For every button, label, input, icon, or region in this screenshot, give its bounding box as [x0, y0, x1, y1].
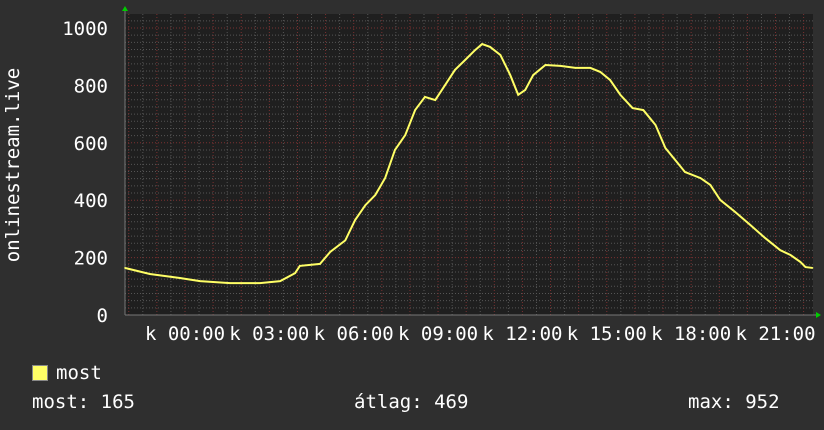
data-point: [544, 64, 547, 66]
data-point: [434, 99, 437, 101]
data-point: [811, 267, 814, 269]
data-point: [149, 273, 151, 275]
data-point: [589, 67, 592, 69]
data-point: [474, 49, 476, 51]
data-point: [454, 69, 456, 71]
data-point: [559, 65, 562, 67]
data-point: [444, 84, 446, 86]
data-point: [599, 71, 602, 73]
data-point: [524, 89, 527, 91]
data-point: [574, 67, 577, 69]
data-point: [631, 107, 634, 109]
data-point: [229, 282, 231, 284]
x-tick-label: k 18:00: [651, 323, 731, 345]
data-point: [424, 96, 426, 98]
x-tick-label: k 09:00: [398, 323, 478, 345]
data-point: [394, 149, 396, 151]
data-point: [259, 282, 261, 284]
data-point: [664, 147, 667, 149]
y-axis-arrow-icon: [122, 6, 128, 11]
x-tick-label: k 15:00: [567, 323, 647, 345]
legend: most: [32, 362, 102, 384]
y-axis-label: onlinestream.live: [2, 68, 24, 262]
data-point: [354, 219, 356, 221]
x-tick-label: k 12:00: [482, 323, 562, 345]
data-point: [124, 267, 126, 269]
data-point: [619, 94, 622, 96]
y-tick-label: 800: [74, 75, 108, 97]
data-point: [489, 46, 491, 48]
data-point: [319, 263, 321, 265]
data-point: [344, 239, 347, 242]
data-point: [799, 261, 802, 263]
stat-average: átlag: 469: [354, 391, 469, 413]
data-point: [719, 199, 722, 201]
data-point: [654, 124, 657, 126]
data-point: [734, 211, 737, 213]
x-tick-label: k 03:00: [229, 323, 309, 345]
data-point: [499, 54, 502, 56]
y-tick-label: 200: [74, 248, 108, 270]
data-point: [199, 280, 201, 282]
data-point: [279, 280, 281, 282]
y-tick-label: 600: [74, 133, 108, 155]
stat-current: most: 165: [32, 391, 135, 413]
data-point: [749, 224, 751, 226]
legend-swatch: [32, 365, 48, 381]
data-point: [532, 74, 535, 76]
data-point: [642, 109, 645, 111]
x-tick-label: k 00:00: [145, 323, 225, 345]
x-tick-label: k 21:00: [735, 323, 815, 345]
data-point: [374, 194, 377, 196]
data-point: [464, 59, 467, 61]
data-point: [779, 249, 781, 251]
data-point: [674, 159, 677, 161]
x-tick-label: k 06:00: [314, 323, 394, 345]
data-point: [329, 251, 332, 253]
data-point: [517, 94, 520, 96]
data-point: [481, 43, 483, 45]
data-point: [414, 109, 416, 111]
legend-label: most: [56, 362, 102, 384]
data-point: [294, 272, 296, 274]
x-axis-arrow-icon: [816, 312, 821, 318]
data-point: [404, 134, 407, 136]
series-line: [124, 42, 813, 285]
data-point: [179, 277, 181, 279]
data-point: [609, 79, 611, 81]
data-point: [764, 237, 766, 239]
y-tick-label: 1000: [62, 18, 108, 40]
data-point: [364, 204, 367, 206]
stat-max: max: 952: [688, 391, 780, 413]
data-point: [789, 254, 792, 256]
data-point: [804, 266, 807, 268]
data-point: [509, 74, 512, 76]
plot-area: [125, 14, 813, 315]
data-point: [709, 184, 712, 186]
data-point: [299, 265, 301, 267]
data-point: [699, 177, 702, 179]
data-point: [384, 177, 386, 179]
data-point: [684, 171, 686, 173]
y-tick-label: 0: [97, 305, 108, 327]
y-tick-label: 400: [74, 190, 108, 212]
